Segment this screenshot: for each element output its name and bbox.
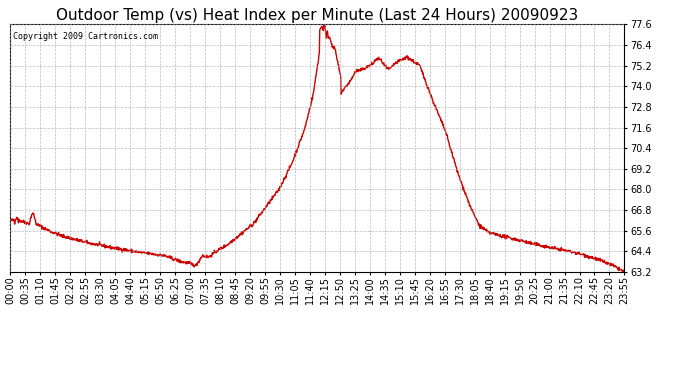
Title: Outdoor Temp (vs) Heat Index per Minute (Last 24 Hours) 20090923: Outdoor Temp (vs) Heat Index per Minute …	[57, 8, 578, 23]
Text: Copyright 2009 Cartronics.com: Copyright 2009 Cartronics.com	[13, 32, 159, 41]
